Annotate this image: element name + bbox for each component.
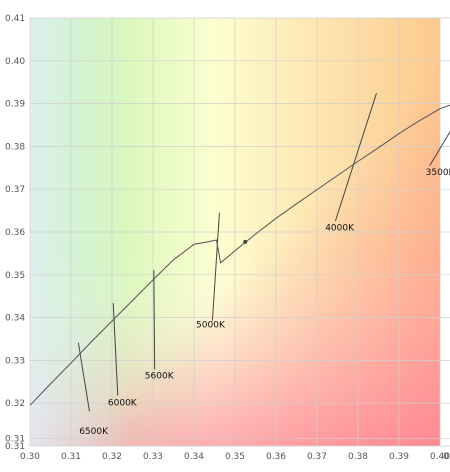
x-tick-label-10: 0.40 <box>430 452 450 462</box>
x-tick-label-3: 0.33 <box>143 452 163 462</box>
y-tick-label-6: 0.36 <box>5 228 25 238</box>
isotherm-lines <box>77 93 450 412</box>
isotherm-line-5600K <box>153 270 156 370</box>
isotherm-line-4000K <box>334 93 377 222</box>
grid-lines <box>29 17 450 447</box>
y-tick-label-10: 0.40 <box>5 57 25 67</box>
y-tick-label-4: 0.34 <box>5 314 25 324</box>
data-point <box>243 239 248 244</box>
isotherm-line-6500K <box>77 342 90 412</box>
y-tick-label-5: 0.35 <box>5 271 25 281</box>
x-axis-ticks: 0.30 0.31 0.32 0.33 0.34 0.35 0.36 0.37 0.38 0.39… <box>20 452 450 462</box>
y-axis-ticks: 0.310.31 0.32 0.33 0.34 0.35 0.36 0.37 0.38 0.39… <box>5 14 25 452</box>
y-tick-label-1: 0.31 <box>5 434 25 444</box>
data-points <box>243 239 248 244</box>
isotherm-label-3500K: 3500K <box>426 168 450 178</box>
x-tick-label-11: 0.40 <box>443 452 450 462</box>
x-tick-label-6: 0.36 <box>266 452 286 462</box>
isotherm-label-6500K: 6500K <box>79 427 109 437</box>
x-tick-label-2: 0.32 <box>102 452 122 462</box>
locus-line-0 <box>30 104 450 406</box>
x-tick-label-5: 0.35 <box>225 452 245 462</box>
y-tick-label-3: 0.33 <box>5 356 25 366</box>
x-tick-label-7: 0.37 <box>307 452 327 462</box>
planckian-locus <box>30 104 450 406</box>
y-tick-label-2: 0.32 <box>5 399 25 409</box>
y-tick-label-7: 0.37 <box>5 185 25 195</box>
isotherm-line-3500K <box>429 130 450 166</box>
y-tick-label-8: 0.38 <box>5 142 25 152</box>
x-tick-label-9: 0.39 <box>389 452 409 462</box>
x-tick-label-1: 0.31 <box>61 452 81 462</box>
y-tick-label-9: 0.39 <box>5 100 25 110</box>
isotherm-label-5600K: 5600K <box>145 371 175 381</box>
x-tick-label-0: 0.30 <box>20 452 40 462</box>
y-tick-label-0: 0.31 <box>5 442 25 452</box>
isotherm-label-6000K: 6000K <box>108 398 138 408</box>
x-tick-label-4: 0.34 <box>184 452 204 462</box>
x-tick-label-8: 0.38 <box>348 452 368 462</box>
isotherm-label-4000K: 4000K <box>325 224 355 234</box>
isotherm-label-5000K: 5000K <box>196 320 226 330</box>
isotherm-labels: 6500K 6000K 5600K 5000K 4000K 3500K <box>79 168 450 437</box>
isotherm-line-5000K <box>211 212 220 321</box>
y-tick-label-11: 0.41 <box>5 14 25 24</box>
